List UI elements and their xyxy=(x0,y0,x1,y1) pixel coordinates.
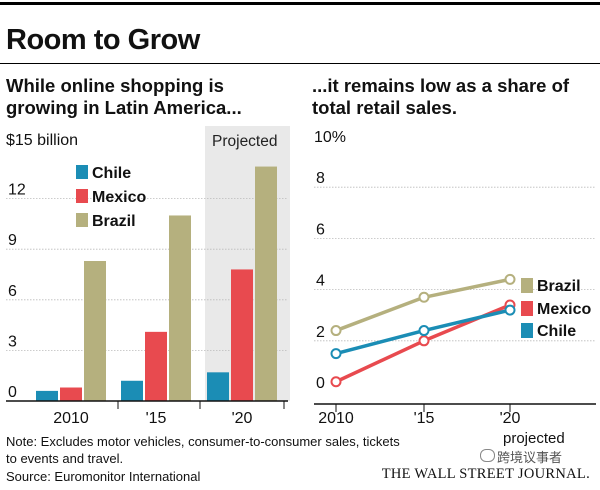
line-legend-swatch-mexico xyxy=(521,301,533,316)
point-mexico-15 xyxy=(418,335,430,347)
bar-mexico-15 xyxy=(145,331,167,401)
right-projected-xlabel: projected xyxy=(503,430,565,447)
left-y-tick-label: 6 xyxy=(8,283,17,300)
left-x-label-2010: 2010 xyxy=(53,410,89,427)
bar-brazil-20 xyxy=(255,166,277,401)
point-chile-20 xyxy=(504,304,516,316)
point-brazil-2010 xyxy=(330,325,342,337)
point-brazil-15 xyxy=(418,291,430,303)
right-x-label-20: '20 xyxy=(500,410,521,427)
right-subtitle: ...it remains low as a share of total re… xyxy=(312,75,569,119)
right-subtitle-line2: total retail sales. xyxy=(312,97,457,118)
bar-brazil-2010 xyxy=(84,261,106,401)
point-brazil-20 xyxy=(504,273,516,285)
left-x-label-15: '15 xyxy=(146,410,167,427)
top-rule xyxy=(0,2,600,5)
projected-label: Projected xyxy=(212,133,277,150)
right-y-tick-label: 6 xyxy=(316,221,325,238)
source-line: Source: Euromonitor International xyxy=(6,469,201,484)
title-rule xyxy=(0,63,600,64)
left-subtitle: While online shopping is growing in Lati… xyxy=(6,75,242,119)
left-y-tick-label: 3 xyxy=(8,333,17,350)
left-subtitle-line2: growing in Latin America... xyxy=(6,97,242,118)
legend-label-chile: Chile xyxy=(92,165,131,182)
left-y-tick-label: 12 xyxy=(8,182,26,199)
right-y-tick-label: 8 xyxy=(316,170,325,187)
legend-swatch-chile xyxy=(76,165,88,179)
left-x-label-20: '20 xyxy=(232,410,253,427)
right-subtitle-line1: ...it remains low as a share of xyxy=(312,75,570,96)
right-y-tick-label: 4 xyxy=(316,273,325,290)
bar-chile-15 xyxy=(121,380,143,401)
right-x-label-15: '15 xyxy=(414,410,435,427)
point-chile-2010 xyxy=(330,348,342,360)
legend-swatch-brazil xyxy=(76,213,88,227)
line-legend-label-brazil: Brazil xyxy=(537,278,581,295)
right-y-tick-label: 2 xyxy=(316,324,325,341)
right-y-tick-label: 0 xyxy=(316,375,325,392)
right-axis-unit: 10% xyxy=(314,129,347,146)
legend-label-mexico: Mexico xyxy=(92,189,146,206)
legend-swatch-mexico xyxy=(76,189,88,203)
bar-chile-20 xyxy=(207,372,229,401)
bar-chile-2010 xyxy=(36,390,58,401)
point-mexico-2010 xyxy=(330,376,342,388)
line-legend-swatch-brazil xyxy=(521,278,533,293)
headline: Room to Grow xyxy=(6,24,200,56)
note-line1: Note: Excludes motor vehicles, consumer-… xyxy=(6,434,400,449)
line-legend-label-mexico: Mexico xyxy=(537,301,591,318)
right-x-label-2010: 2010 xyxy=(318,410,354,427)
left-axis-unit: $15 billion xyxy=(6,132,79,149)
bar-brazil-15 xyxy=(169,215,191,401)
left-y-tick-label: 9 xyxy=(8,232,17,249)
note-line2: to events and travel. xyxy=(6,451,124,466)
legend-label-brazil: Brazil xyxy=(92,213,136,230)
left-y-tick-label: 0 xyxy=(8,384,17,401)
line-legend-swatch-chile xyxy=(521,323,533,338)
line-brazil xyxy=(335,277,511,333)
watermark: 跨境议事者 xyxy=(497,450,563,465)
wsj-credit: THE WALL STREET JOURNAL. xyxy=(381,466,590,482)
line-legend-label-chile: Chile xyxy=(537,323,576,340)
left-subtitle-line1: While online shopping is xyxy=(6,75,224,96)
bar-mexico-2010 xyxy=(60,387,82,401)
point-chile-15 xyxy=(418,325,430,337)
wechat-icon xyxy=(480,449,495,462)
bar-mexico-20 xyxy=(231,269,253,401)
